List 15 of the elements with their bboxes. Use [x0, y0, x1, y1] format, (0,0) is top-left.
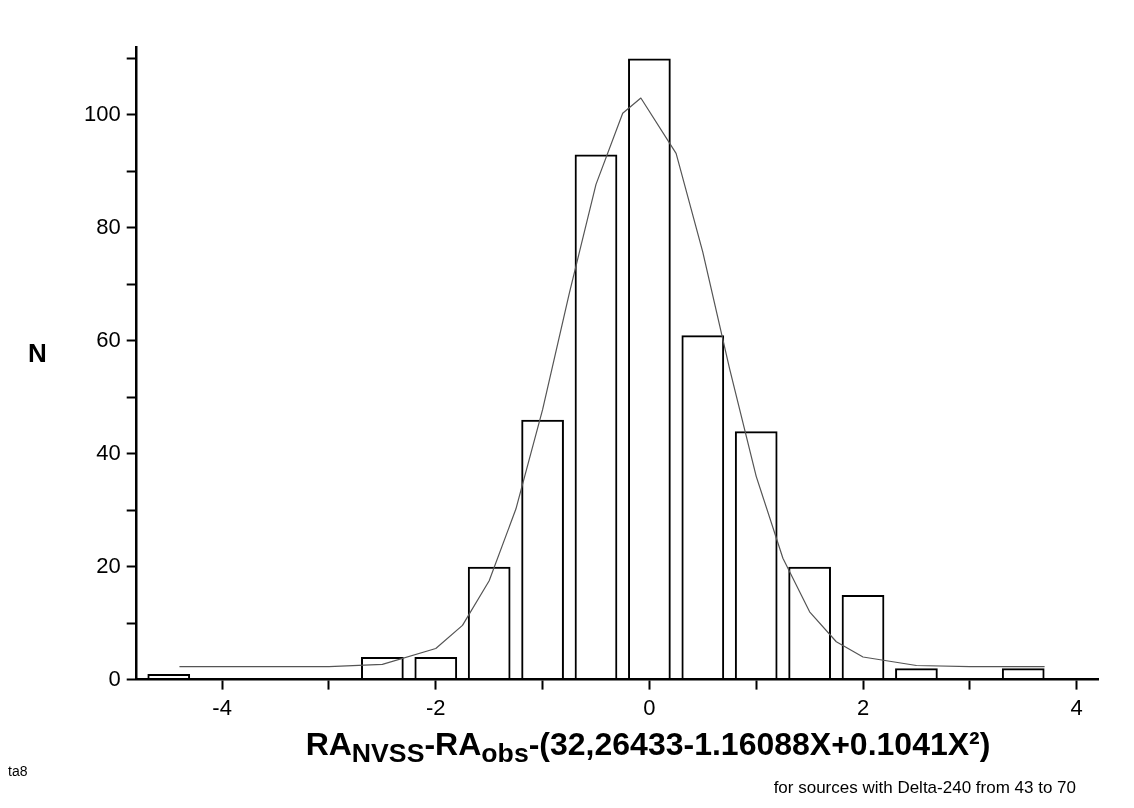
y-tick-label: 20: [96, 552, 121, 578]
y-tick-label: 60: [96, 326, 121, 352]
x-tick-label: 4: [1070, 694, 1083, 720]
y-tick-label: 80: [96, 213, 121, 239]
x-tick-label: -2: [425, 694, 446, 720]
y-tick-label: 100: [83, 101, 121, 127]
text: ta8: [8, 763, 28, 779]
x-tick-label: 2: [856, 694, 870, 720]
y-axis-title: N: [28, 338, 47, 369]
x-tick-label: 0: [643, 694, 656, 720]
y-tick-label: 40: [96, 439, 121, 465]
text: for sources with Delta-240 from 43 to 70: [773, 778, 1076, 798]
y-tick-label: 0: [108, 665, 121, 691]
x-tick-label: -4: [212, 694, 232, 720]
x-axis-title: RA$_{NVSS}$-RA$_{obs}$-(32,26433-1.16088X+0.1041X²): [304, 726, 992, 770]
